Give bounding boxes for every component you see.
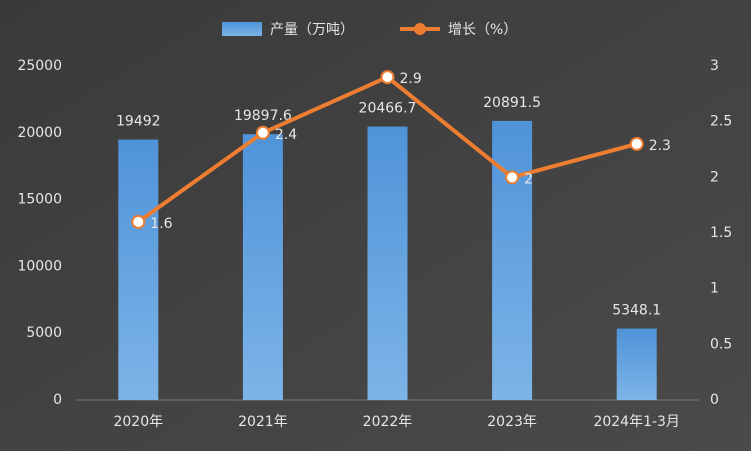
y-tick-label: 20000 [17,125,62,141]
y2-tick-label: 3 [710,58,719,74]
line-value-label: 1.6 [150,216,172,232]
bar-value-label: 20891.5 [483,95,541,111]
line-marker [629,136,644,151]
line-marker [255,125,270,140]
line-marker [380,70,395,85]
bar-value-label: 19492 [116,114,161,130]
line-value-label: 2.4 [275,127,297,143]
legend-label: 增长（%） [448,22,517,38]
x-tick-label: 2022年 [363,414,413,430]
y-tick-label: 25000 [17,58,62,74]
bar [367,126,408,401]
legend-label: 产量（万吨） [270,22,354,38]
y-tick-label: 10000 [17,258,62,274]
x-tick-label: 2021年 [238,414,288,430]
bar-value-label: 19897.6 [234,108,292,124]
x-tick-label: 2023年 [487,414,537,430]
bar-value-label: 5348.1 [612,303,661,319]
y-tick-label: 0 [53,392,62,408]
line-value-label: 2.9 [400,71,422,87]
legend-marker [414,23,426,35]
y2-tick-label: 2.5 [710,114,732,130]
line-value-label: 2.3 [649,138,671,154]
bar-value-label: 20466.7 [359,101,417,117]
line-value-label: 2 [524,171,533,187]
bar [616,328,657,400]
y-tick-label: 5000 [26,325,62,341]
y2-tick-label: 2 [710,169,719,185]
x-tick-label: 2020年 [113,414,163,430]
y2-tick-label: 0 [710,392,719,408]
line-marker [505,170,520,185]
line-marker [131,214,146,229]
y2-tick-label: 0.5 [710,336,732,352]
y2-tick-label: 1.5 [710,225,732,241]
bar [242,134,283,400]
x-tick-label: 2024年1-3月 [593,414,680,430]
y-tick-label: 15000 [17,192,62,208]
bar [118,139,159,400]
legend-swatch [222,22,262,36]
y2-tick-label: 1 [710,281,719,297]
bar [492,120,533,400]
